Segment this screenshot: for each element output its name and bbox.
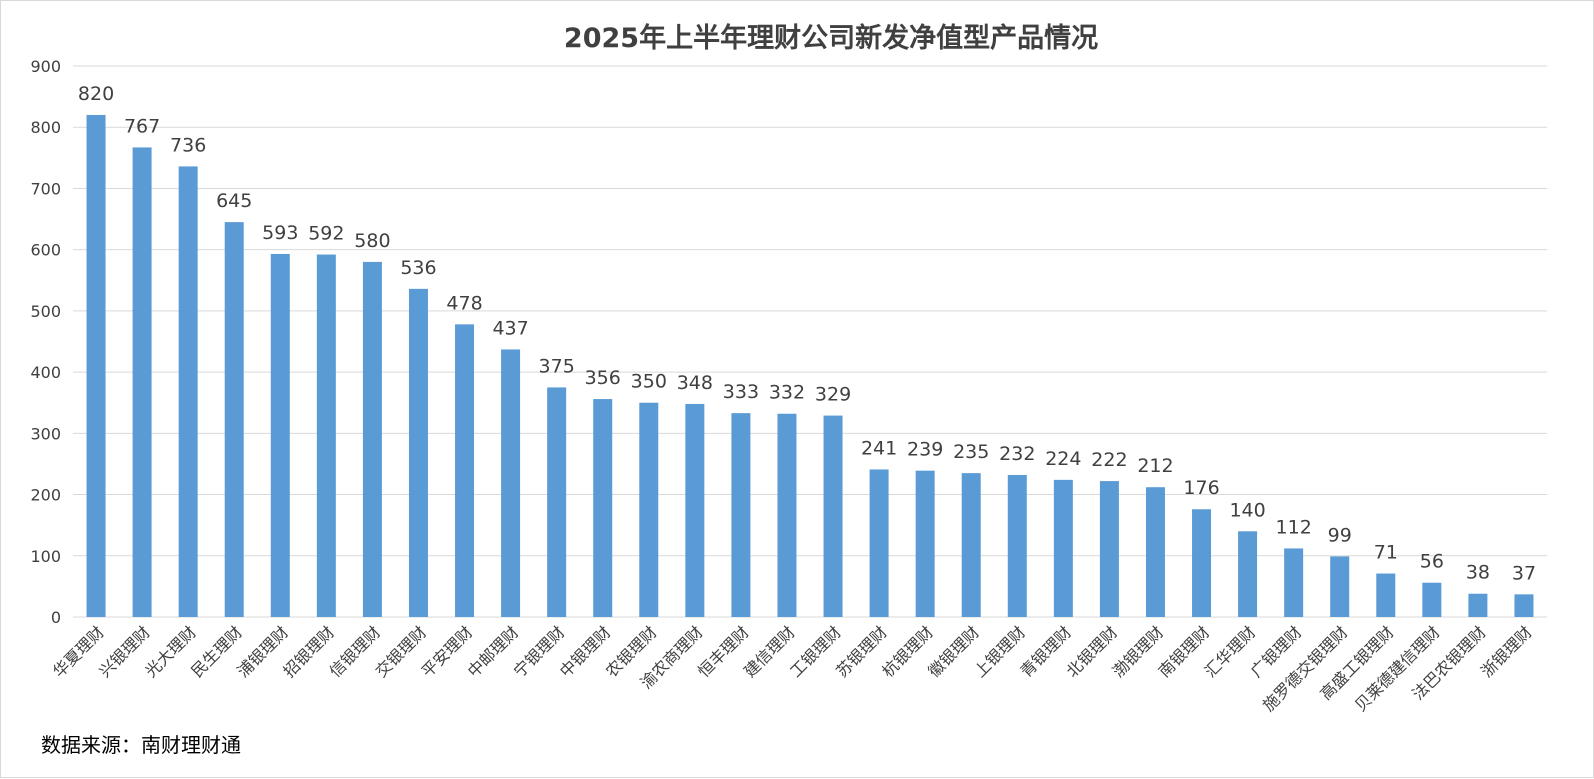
data-label: 37 [1512, 562, 1536, 584]
data-label: 820 [78, 83, 114, 105]
bar-1 [132, 147, 152, 618]
data-label: 478 [446, 292, 482, 314]
bar-22 [1099, 481, 1119, 617]
y-tick-label: 600 [30, 241, 61, 260]
y-tick-label: 0 [51, 608, 61, 627]
bar-29 [1422, 582, 1442, 617]
data-label: 212 [1137, 455, 1173, 477]
gridlines [73, 65, 1547, 618]
data-label: 222 [1091, 449, 1127, 471]
data-label: 350 [631, 371, 667, 393]
y-axis-ticks: 0 100 200 300 400 500 600 700 800 900 [30, 57, 61, 627]
bars [86, 114, 1534, 618]
data-label: 239 [907, 439, 943, 461]
bar-4 [270, 253, 290, 618]
bar-15 [777, 413, 797, 617]
data-label: 645 [216, 190, 252, 212]
data-label: 333 [723, 381, 759, 403]
data-label: 38 [1466, 562, 1490, 584]
bar-11 [593, 399, 613, 617]
bar-9 [501, 349, 521, 617]
bar-28 [1376, 573, 1396, 617]
data-label: 99 [1328, 524, 1352, 546]
bar-13 [685, 403, 705, 617]
bar-18 [915, 470, 935, 617]
bar-16 [823, 415, 843, 617]
data-label: 592 [308, 223, 344, 245]
data-label: 71 [1374, 542, 1398, 564]
bar-21 [1053, 479, 1073, 617]
y-tick-label: 900 [30, 57, 61, 76]
data-label: 332 [769, 382, 805, 404]
data-label: 176 [1183, 477, 1219, 499]
bar-7 [408, 288, 428, 617]
data-label: 536 [400, 257, 436, 279]
bar-19 [961, 473, 981, 617]
bar-17 [869, 469, 889, 617]
data-label: 232 [999, 443, 1035, 465]
bar-6 [362, 261, 382, 617]
bar-23 [1145, 487, 1165, 617]
data-label: 348 [677, 372, 713, 394]
bar-10 [547, 387, 567, 617]
bar-31 [1514, 594, 1534, 617]
data-label: 767 [124, 115, 160, 137]
data-labels: 820 767 736 645 593 592 580 536 478 437 375 356 350 3… [78, 83, 1536, 584]
data-label: 580 [354, 230, 390, 252]
y-tick-label: 800 [30, 118, 61, 137]
y-tick-label: 500 [30, 302, 61, 321]
bar-14 [731, 413, 751, 617]
data-label: 224 [1045, 448, 1081, 470]
data-label: 593 [262, 222, 298, 244]
y-tick-label: 700 [30, 179, 61, 198]
data-label: 437 [492, 317, 528, 339]
bar-12 [639, 402, 659, 617]
data-label: 56 [1420, 551, 1444, 573]
bar-5 [316, 254, 336, 617]
source-note: 数据来源：南财理财通 [41, 733, 241, 757]
data-label: 736 [170, 134, 206, 156]
data-label: 112 [1276, 516, 1312, 538]
data-label: 329 [815, 384, 851, 406]
y-tick-label: 400 [30, 363, 61, 382]
data-label: 140 [1229, 499, 1265, 521]
bar-3 [224, 222, 244, 617]
x-axis-ticks: 华夏理财兴银理财光大理财民生理财浦银理财招银理财信银理财交银理财平安理财中邮理财… [49, 622, 1536, 715]
data-label: 356 [585, 367, 621, 389]
y-tick-label: 300 [30, 424, 61, 443]
data-label: 235 [953, 441, 989, 463]
bar-20 [1007, 474, 1027, 617]
x-tick-label: 浙银理财 [1477, 622, 1536, 681]
bar-25 [1238, 531, 1258, 617]
bar-2 [178, 166, 198, 617]
y-tick-label: 200 [30, 486, 61, 505]
data-label: 241 [861, 437, 897, 459]
bar-30 [1468, 593, 1488, 617]
bar-26 [1284, 548, 1304, 617]
bar-8 [455, 324, 475, 617]
y-tick-label: 100 [30, 547, 61, 566]
data-label: 375 [539, 355, 575, 377]
bar-27 [1330, 556, 1350, 617]
bar-0 [86, 114, 106, 617]
bar-24 [1192, 509, 1212, 617]
chart-title: 2025年上半年理财公司新发净值型产品情况 [564, 22, 1098, 54]
